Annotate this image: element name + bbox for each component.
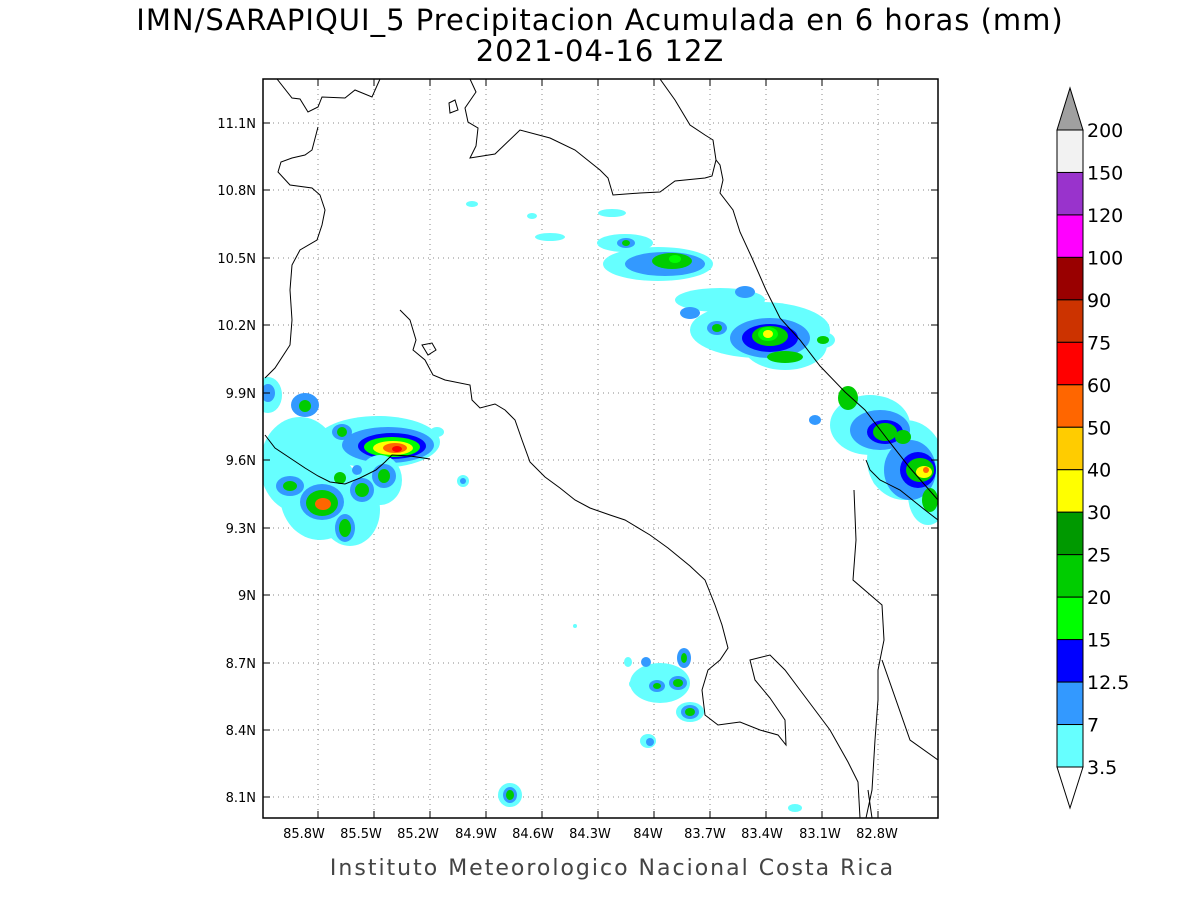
lon-tick-label: 85.2W (397, 827, 439, 842)
colorbar-label: 30 (1087, 502, 1111, 524)
lat-tick-label: 8.4N (226, 724, 256, 739)
lat-tick-label: 9.3N (226, 522, 256, 537)
credit-text: Instituto Meteorologico Nacional Costa R… (329, 856, 896, 881)
latitude-labels: 11.1N 10.8N 10.5N 10.2N 9.9N 9.6N 9.3N 9… (217, 117, 256, 806)
colorbar-cell (1056, 256, 1084, 301)
lon-tick-label: 84.6W (512, 827, 554, 842)
map-subtitle: 2021-04-16 12Z (475, 34, 725, 68)
rain-cluster-limon (809, 386, 938, 525)
lat-tick-label: 8.7N (226, 657, 256, 672)
colorbar-cell (1056, 384, 1084, 428)
lat-tick-label: 9.6N (226, 454, 256, 469)
rain-cluster-south (498, 624, 802, 812)
colorbar-label: 40 (1087, 460, 1111, 482)
colorbar-cell (1056, 341, 1084, 386)
lon-tick-label: 85.8W (283, 827, 325, 842)
coastline (264, 79, 938, 818)
lat-tick-label: 10.5N (217, 252, 256, 267)
colorbar-cell (1056, 681, 1084, 726)
lat-tick-label: 10.2N (217, 319, 256, 334)
colorbar-min-triangle (1056, 766, 1084, 810)
colorbar: 200 150 120 100 90 75 60 50 40 30 25 20 15 12.5 7 3.5 (1056, 86, 1129, 810)
colorbar-cell (1056, 299, 1084, 343)
colorbar-label: 90 (1087, 290, 1111, 312)
lon-tick-label: 85.5W (340, 827, 382, 842)
colorbar-label: 3.5 (1087, 757, 1117, 779)
colorbar-cell (1056, 639, 1084, 683)
rain-cluster-nicoya (263, 377, 469, 546)
colorbar-label: 150 (1087, 162, 1123, 184)
colorbar-cell (1056, 171, 1084, 216)
lon-tick-label: 84.9W (455, 827, 497, 842)
lon-tick-label: 84.3W (569, 827, 611, 842)
colorbar-label: 200 (1087, 120, 1123, 142)
colorbar-label: 100 (1087, 247, 1123, 269)
colorbar-label: 7 (1087, 715, 1099, 737)
lon-tick-label: 83.4W (741, 827, 783, 842)
colorbar-label: 20 (1087, 587, 1111, 609)
lat-tick-label: 9.9N (226, 387, 256, 402)
colorbar-label: 25 (1087, 545, 1111, 567)
colorbar-max-triangle (1056, 86, 1084, 131)
colorbar-cell (1056, 214, 1084, 258)
lon-tick-label: 84W (633, 827, 663, 842)
map-title: IMN/SARAPIQUI_5 Precipitacion Acumulada … (136, 3, 1064, 37)
colorbar-label: 75 (1087, 332, 1111, 354)
colorbar-cell (1056, 511, 1084, 556)
colorbar-label: 12.5 (1087, 672, 1129, 694)
lat-tick-label: 11.1N (217, 117, 256, 132)
precipitation-field (263, 201, 938, 812)
colorbar-label: 50 (1087, 417, 1111, 439)
longitude-labels: 85.8W 85.5W 85.2W 84.9W 84.6W 84.3W 84W … (283, 827, 898, 842)
lat-tick-label: 10.8N (217, 184, 256, 199)
lon-tick-label: 83.7W (684, 827, 726, 842)
colorbar-label: 120 (1087, 205, 1123, 227)
colorbar-cell (1056, 426, 1084, 471)
lat-tick-label: 9N (238, 589, 256, 604)
lon-tick-label: 83.1W (799, 827, 841, 842)
colorbar-label: 15 (1087, 630, 1111, 652)
colorbar-cell (1056, 129, 1084, 173)
colorbar-cell (1056, 596, 1084, 641)
colorbar-cell (1056, 554, 1084, 598)
rain-cluster-north (466, 201, 835, 370)
colorbar-label: 60 (1087, 375, 1111, 397)
colorbar-cell (1056, 469, 1084, 513)
tick-marks (263, 79, 938, 818)
colorbar-cell (1056, 724, 1084, 768)
lat-tick-label: 8.1N (226, 791, 256, 806)
lon-tick-label: 82.8W (856, 827, 898, 842)
plot-frame (262, 78, 939, 819)
